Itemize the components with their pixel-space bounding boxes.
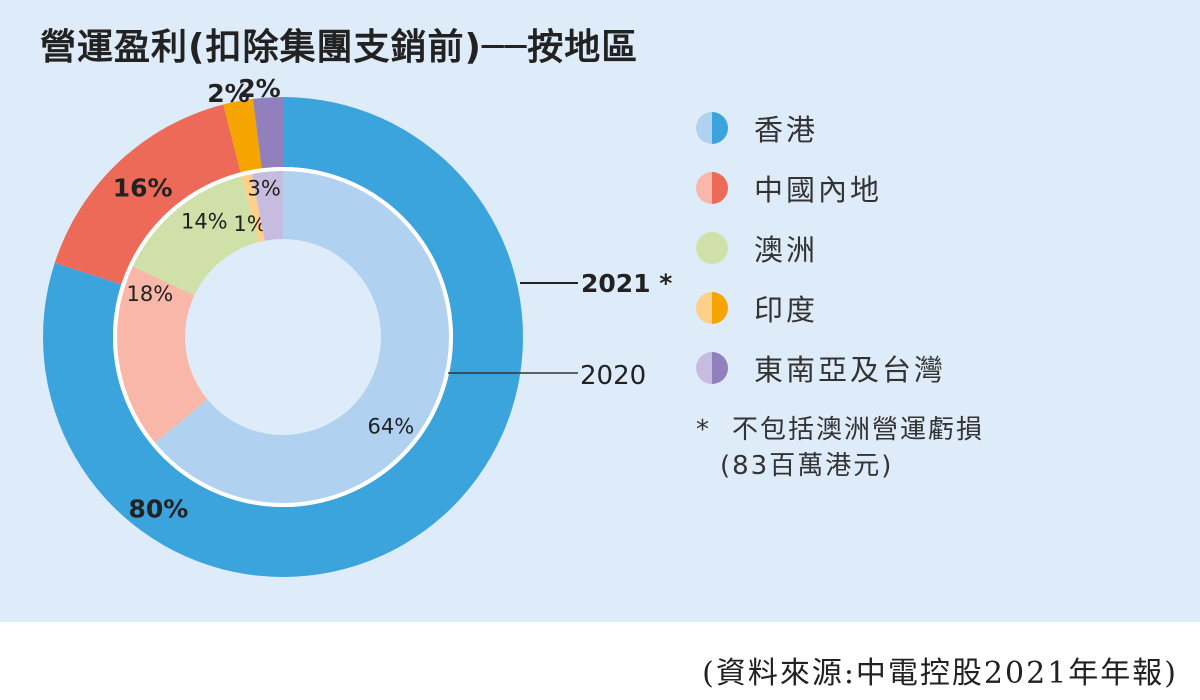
legend-swatch — [696, 352, 728, 384]
legend-swatch — [696, 292, 728, 324]
footnote-star: * — [696, 415, 711, 445]
legend-label: 中國內地 — [754, 173, 883, 207]
slice-2021-3 — [223, 98, 262, 173]
data-label: 64% — [368, 415, 415, 439]
legend: 香港 中國內地 澳洲 印度 東南亞及台灣 — [696, 98, 946, 398]
slice-2020-3 — [241, 173, 265, 243]
data-label: 2% — [238, 74, 280, 103]
data-label: 3% — [248, 177, 281, 201]
chart-title: 營運盈利(扣除集團支銷前)──按地區 — [40, 27, 639, 68]
legend-item: 香港 — [696, 98, 946, 158]
legend-item: 中國內地 — [696, 158, 946, 218]
slice-2020-1 — [116, 266, 208, 443]
legend-label: 印度 — [754, 293, 819, 327]
legend-label: 香港 — [754, 113, 819, 147]
legend-item: 印度 — [696, 278, 946, 338]
slice-2020-0 — [155, 171, 450, 503]
legend-swatch — [696, 112, 728, 144]
slice-2020-2 — [132, 176, 259, 296]
footnote: * 不包括澳洲營運虧損 (83百萬港元) — [696, 412, 984, 484]
legend-swatch — [696, 232, 728, 264]
legend-label: 東南亞及台灣 — [754, 353, 947, 387]
slice-2021-1 — [54, 104, 241, 285]
slice-2021-4 — [252, 97, 283, 169]
legend-swatch — [696, 172, 728, 204]
ring-label-2020: 2020 — [580, 361, 646, 391]
data-label: 16% — [113, 173, 173, 202]
donut-chart: 80%16%2%2%64%18%14% 1%3%2021 *2020 — [43, 74, 672, 577]
data-label: 14% — [181, 210, 228, 234]
ring-separator — [113, 167, 453, 507]
legend-item: 東南亞及台灣 — [696, 338, 946, 398]
ring-label-2021: 2021 * — [581, 269, 672, 298]
slice-2020-4 — [251, 171, 283, 241]
legend-label: 澳洲 — [754, 233, 819, 267]
footnote-line: (83百萬港元) — [720, 451, 894, 481]
footnote-line: 不包括澳洲營運虧損 — [732, 415, 985, 445]
legend-item: 澳洲 — [696, 218, 946, 278]
data-label: 80% — [128, 494, 188, 523]
data-label: 2% — [207, 79, 249, 108]
data-label: 18% — [127, 282, 174, 306]
source-citation: (資料來源:中電控股2021年年報) — [702, 656, 1178, 691]
